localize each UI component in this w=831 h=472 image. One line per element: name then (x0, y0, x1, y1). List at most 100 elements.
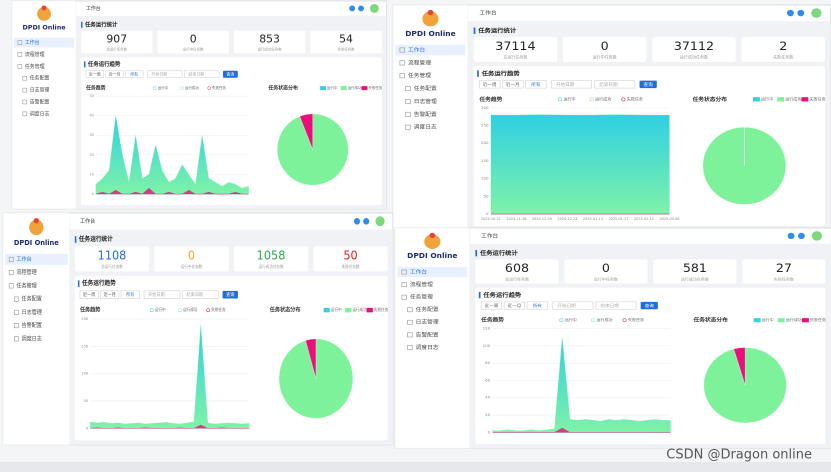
filter-button-label[interactable]: 近一月 (506, 81, 520, 88)
menu-item[interactable]: 告警配置 (21, 321, 42, 329)
filter-button-label[interactable]: 近一周 (485, 302, 499, 309)
top-icon[interactable] (786, 9, 794, 17)
query-button[interactable] (639, 80, 657, 89)
filter-button[interactable] (503, 301, 526, 310)
menu-item[interactable]: 告警配置 (30, 98, 50, 105)
filter-button-label[interactable]: 近一周 (89, 71, 101, 76)
filter-button-label[interactable]: 近一月 (109, 71, 121, 76)
menu-item[interactable]: 流程管理 (408, 59, 431, 67)
avatar[interactable] (369, 3, 379, 13)
title-bar (74, 236, 77, 243)
top-icon[interactable] (358, 5, 365, 12)
brand: DPDI Online (407, 252, 457, 261)
date-input[interactable] (594, 80, 636, 89)
query-label[interactable]: 查询 (644, 81, 654, 88)
menu-item[interactable]: 日志管理 (416, 318, 439, 326)
filter-button[interactable] (100, 290, 120, 299)
date-placeholder[interactable]: 结束日期 (188, 71, 204, 76)
menu-item[interactable]: 任务配置 (414, 84, 437, 92)
menu-item[interactable]: 任务配置 (21, 294, 42, 302)
query-label[interactable]: 查询 (226, 71, 234, 76)
date-placeholder[interactable]: 结束日期 (599, 81, 618, 88)
date-placeholder[interactable]: 开始日期 (152, 71, 168, 76)
filter-button-label[interactable]: 所有 (531, 81, 541, 88)
query-button[interactable] (223, 70, 238, 78)
menu-item[interactable]: 调度日志 (416, 343, 439, 351)
date-placeholder[interactable]: 结束日期 (187, 291, 203, 298)
y-tick-label: 100 (481, 176, 489, 181)
filter-button[interactable] (502, 80, 524, 89)
menu-item[interactable]: 流程管理 (25, 51, 45, 58)
menu-item[interactable]: 流程管理 (410, 280, 433, 288)
filter-button-label[interactable]: 近一月 (104, 291, 116, 298)
filter-button[interactable] (479, 80, 501, 89)
query-label[interactable]: 查询 (226, 291, 234, 298)
menu-item[interactable]: 日志管理 (21, 308, 42, 316)
filter-button[interactable] (79, 290, 99, 299)
sidebar (2, 212, 70, 446)
menu-item[interactable]: 日志管理 (30, 87, 50, 94)
query-button[interactable] (640, 301, 658, 310)
query-label[interactable]: 查询 (645, 302, 655, 309)
tab[interactable]: 工作台 (481, 232, 499, 240)
top-icon[interactable] (349, 5, 356, 12)
filter-button[interactable] (120, 290, 140, 299)
query-button[interactable] (222, 290, 238, 299)
filter-button-label[interactable]: 近一周 (483, 81, 497, 88)
date-placeholder[interactable]: 结束日期 (600, 302, 619, 309)
date-input[interactable] (595, 301, 637, 310)
tab[interactable]: 工作台 (479, 9, 497, 17)
menu-item[interactable]: 调度日志 (414, 123, 437, 131)
menu-item[interactable]: 工作台 (410, 268, 428, 276)
date-input[interactable] (147, 70, 183, 78)
filter-button[interactable] (480, 301, 503, 310)
avatar[interactable] (375, 216, 385, 227)
filter-button-label[interactable]: 所有 (130, 71, 138, 76)
date-placeholder[interactable]: 开始日期 (557, 302, 576, 309)
menu-item[interactable]: 任务管理 (408, 71, 431, 79)
top-icon[interactable] (363, 217, 370, 225)
menu-item[interactable]: 任务配置 (416, 305, 439, 313)
tab[interactable]: 工作台 (80, 217, 95, 225)
menu-item[interactable]: 调度日志 (30, 110, 50, 117)
menu-item[interactable]: 流程管理 (16, 268, 37, 276)
menu-item[interactable]: 告警配置 (414, 110, 437, 118)
date-input[interactable] (182, 290, 219, 299)
filter-button-label[interactable]: 近一周 (83, 291, 95, 298)
filter-button-label[interactable]: 近一月 (508, 302, 522, 309)
filter-button[interactable] (525, 80, 547, 89)
filter-button-label[interactable]: 所有 (533, 302, 543, 309)
menu-item[interactable]: 任务管理 (16, 281, 37, 289)
menu-item[interactable]: 工作台 (25, 39, 40, 46)
top-icon[interactable] (787, 232, 795, 240)
tab[interactable]: 工作台 (86, 5, 101, 12)
date-placeholder[interactable]: 开始日期 (148, 291, 164, 298)
menu-item[interactable]: 调度日志 (21, 334, 42, 342)
stats-title: 任务运行统计 (84, 20, 118, 28)
stat-card (310, 30, 382, 54)
avatar[interactable] (811, 231, 823, 241)
filter-button[interactable] (85, 70, 104, 78)
date-input[interactable] (551, 80, 593, 89)
menu-item[interactable]: 任务管理 (410, 293, 433, 301)
y-tick-label: 40 (485, 395, 491, 400)
menu-item[interactable]: 工作台 (16, 255, 31, 263)
filter-button[interactable] (125, 70, 144, 78)
filter-button-label[interactable]: 所有 (126, 291, 134, 298)
menu-item[interactable]: 工作台 (408, 46, 426, 54)
date-input[interactable] (143, 290, 181, 299)
filter-button[interactable] (105, 70, 124, 78)
menu-item[interactable]: 任务配置 (30, 75, 50, 82)
top-icon[interactable] (353, 217, 361, 225)
avatar[interactable] (811, 8, 822, 18)
x-tick-label: 2024-12-09 (532, 217, 552, 221)
menu-item[interactable]: 日志管理 (414, 97, 437, 105)
date-input[interactable] (552, 301, 594, 310)
date-input[interactable] (184, 70, 220, 78)
date-placeholder[interactable]: 开始日期 (556, 81, 575, 88)
top-icon[interactable] (797, 232, 805, 240)
menu-item[interactable]: 任务管理 (25, 63, 45, 70)
filter-button[interactable] (526, 301, 548, 310)
menu-item[interactable]: 告警配置 (416, 331, 439, 339)
top-icon[interactable] (797, 9, 805, 17)
